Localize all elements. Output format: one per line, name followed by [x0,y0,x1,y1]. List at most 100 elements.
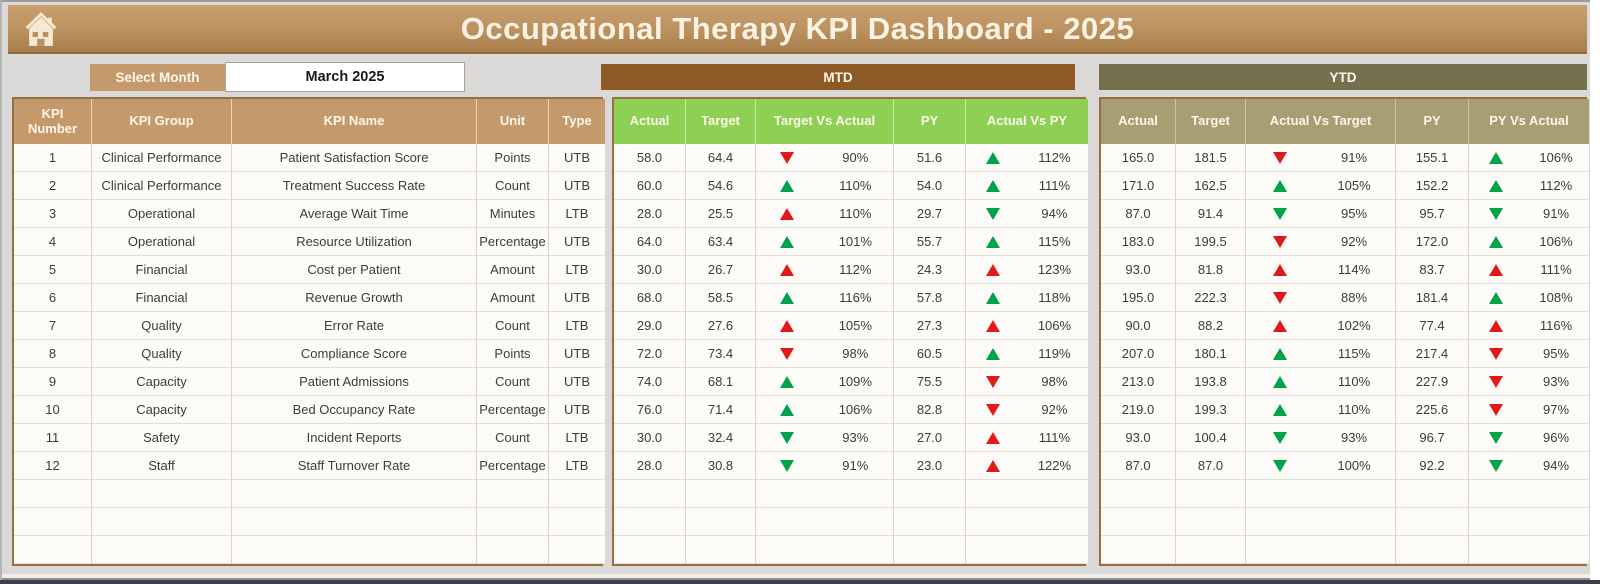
kpi-unit-cell: Percentage [477,228,549,256]
indicator-value: 88% [1341,290,1368,305]
indicator-value: 111% [1038,430,1071,445]
kpi-group-cell: Capacity [92,396,232,424]
select-month-dropdown[interactable]: March 2025 [225,62,465,92]
indicator-value: 90% [842,150,869,165]
kpi-number-cell: 11 [14,424,92,452]
indicator-value: 94% [1542,458,1570,473]
window-bottom-edge [0,580,1600,584]
ytd-actual-vs-target-cell: 91% [1246,144,1396,172]
down-triangle-icon [1489,431,1503,444]
empty-cell [1101,480,1176,508]
mtd-target-vs-actual-cell: 109% [756,368,894,396]
mtd-target-vs-actual-cell: 98% [756,340,894,368]
mtd-target-cell: 30.8 [686,452,756,480]
ytd-target-cell: 181.5 [1176,144,1246,172]
empty-cell [1101,536,1176,564]
ytd-py-vs-actual-cell: 95% [1469,340,1589,368]
empty-cell [966,536,1088,564]
ytd-actual-cell: 93.0 [1101,424,1176,452]
indicator-value: 91% [1542,206,1570,221]
kpi-type-cell: LTB [549,256,605,284]
up-triangle-icon [986,431,1001,444]
empty-cell [1396,508,1469,536]
up-triangle-icon [986,347,1001,360]
indicator-value: 118% [1038,290,1071,305]
kpi-group-cell: Clinical Performance [92,172,232,200]
column-header: Actual [614,99,686,144]
column-header: KPI Group [92,99,232,144]
kpi-number-cell: 1 [14,144,92,172]
up-triangle-icon [779,375,794,388]
mtd-target-vs-actual-cell: 101% [756,228,894,256]
mtd-py-cell: 29.7 [894,200,966,228]
indicator-value: 119% [1038,346,1071,361]
indicator-value: 106% [1539,150,1573,165]
up-triangle-icon [1272,179,1287,192]
down-triangle-icon [1272,291,1287,304]
kpi-group-cell: Operational [92,200,232,228]
ytd-target-cell: 100.4 [1176,424,1246,452]
down-triangle-icon [986,375,1001,388]
ytd-section-header: YTD [1099,64,1587,90]
empty-cell [92,536,232,564]
kpi-type-cell: UTB [549,172,605,200]
mtd-actual-vs-py-cell: 92% [966,396,1088,424]
up-triangle-icon [1489,179,1503,192]
empty-cell [1469,536,1589,564]
ytd-actual-vs-target-cell: 102% [1246,312,1396,340]
kpi-name-cell: Average Wait Time [232,200,477,228]
down-triangle-icon [1272,235,1287,248]
column-header: KPI Name [232,99,477,144]
ytd-actual-vs-target-cell: 88% [1246,284,1396,312]
down-triangle-icon [779,151,794,164]
mtd-actual-cell: 28.0 [614,200,686,228]
mtd-target-cell: 54.6 [686,172,756,200]
ytd-target-cell: 193.8 [1176,368,1246,396]
empty-cell [477,508,549,536]
empty-cell [232,536,477,564]
home-button[interactable] [18,10,64,50]
ytd-py-cell: 181.4 [1396,284,1469,312]
kpi-number-cell: 5 [14,256,92,284]
bottom-margin [2,574,1592,580]
column-header: PY [894,99,966,144]
down-triangle-icon [1272,431,1287,444]
empty-cell [14,480,92,508]
empty-cell [549,508,605,536]
ytd-py-cell: 92.2 [1396,452,1469,480]
kpi-name-cell: Patient Satisfaction Score [232,144,477,172]
indicator-value: 95% [1542,346,1570,361]
up-triangle-icon [779,235,794,248]
down-triangle-icon [1489,459,1503,472]
mtd-py-cell: 55.7 [894,228,966,256]
mtd-actual-vs-py-cell: 94% [966,200,1088,228]
indicator-value: 122% [1037,458,1072,473]
kpi-group-cell: Financial [92,256,232,284]
ytd-actual-cell: 213.0 [1101,368,1176,396]
down-triangle-icon [1489,375,1503,388]
up-triangle-icon [986,179,1001,192]
empty-cell [1246,536,1396,564]
home-icon [25,12,57,46]
empty-cell [1246,508,1396,536]
indicator-value: 92% [1041,402,1068,417]
mtd-target-vs-actual-cell: 110% [756,200,894,228]
mtd-target-cell: 73.4 [686,340,756,368]
empty-cell [686,536,756,564]
indicator-value: 101% [838,234,872,249]
mtd-py-cell: 24.3 [894,256,966,284]
ytd-py-cell: 152.2 [1396,172,1469,200]
mtd-py-cell: 51.6 [894,144,966,172]
column-header: Target [1176,99,1246,144]
mtd-actual-cell: 72.0 [614,340,686,368]
ytd-py-cell: 155.1 [1396,144,1469,172]
indicator-value: 94% [1041,206,1068,221]
ytd-py-cell: 95.7 [1396,200,1469,228]
kpi-number-cell: 8 [14,340,92,368]
empty-cell [894,536,966,564]
ytd-actual-vs-target-cell: 110% [1246,396,1396,424]
empty-cell [1176,536,1246,564]
mtd-actual-vs-py-cell: 123% [966,256,1088,284]
kpi-number-cell: 4 [14,228,92,256]
